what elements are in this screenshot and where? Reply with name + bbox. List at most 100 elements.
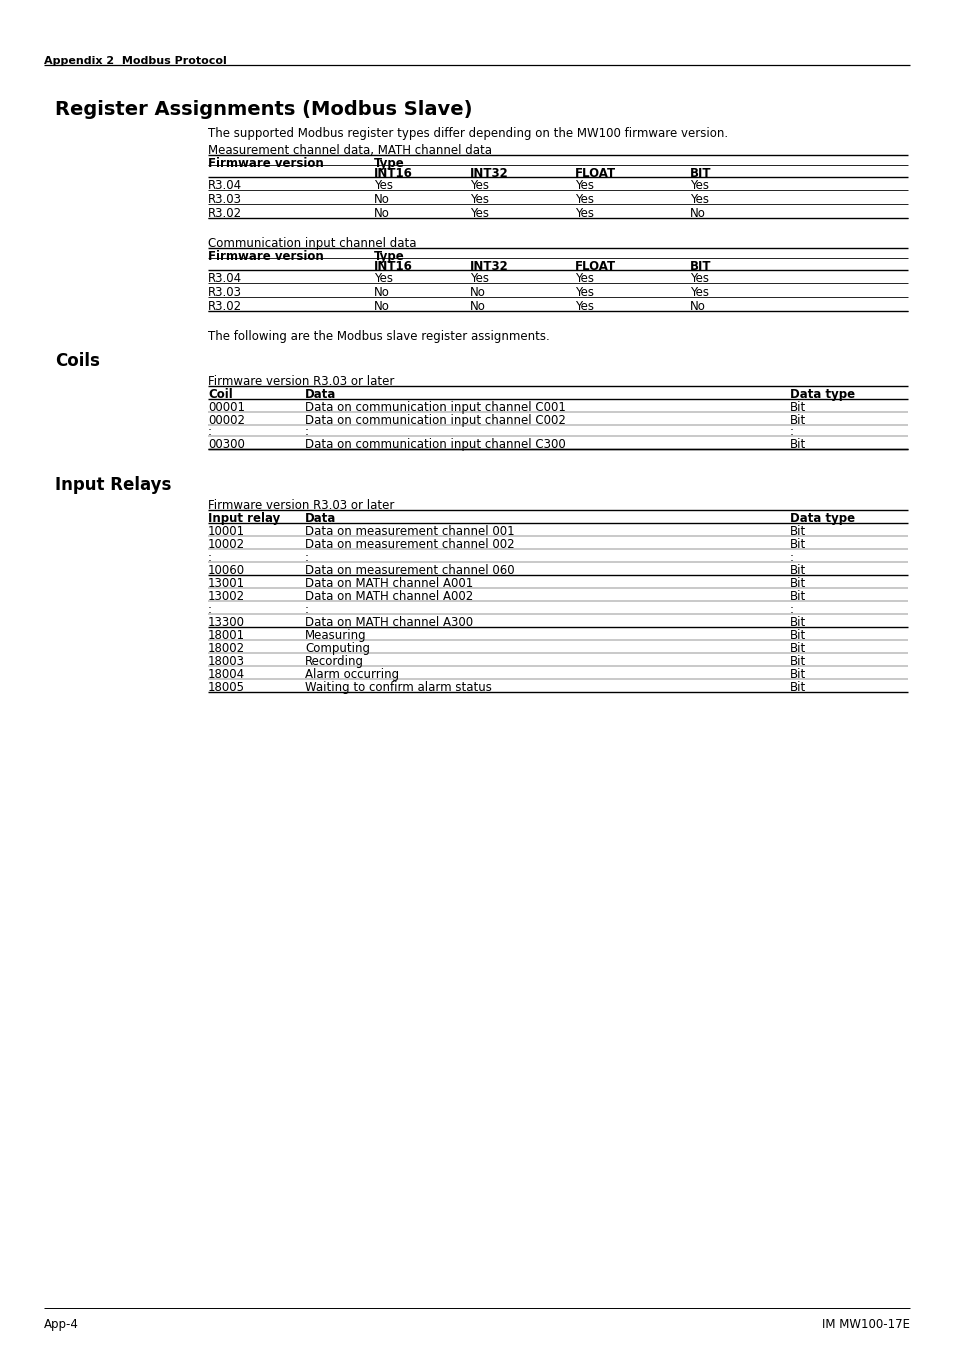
Text: Data on MATH channel A001: Data on MATH channel A001 (305, 576, 473, 590)
Text: Bit: Bit (789, 590, 805, 603)
Text: No: No (374, 193, 390, 207)
Text: Measurement channel data, MATH channel data: Measurement channel data, MATH channel d… (208, 144, 492, 157)
Text: Bit: Bit (789, 655, 805, 668)
Text: Data on communication input channel C001: Data on communication input channel C001 (305, 401, 565, 414)
Text: Input relay: Input relay (208, 512, 280, 525)
Text: Bit: Bit (789, 680, 805, 694)
Text: No: No (470, 300, 485, 313)
Text: Computing: Computing (305, 643, 370, 655)
Text: INT16: INT16 (374, 261, 413, 273)
Text: Data: Data (305, 387, 336, 401)
Text: Data on measurement channel 060: Data on measurement channel 060 (305, 564, 514, 576)
Text: Waiting to confirm alarm status: Waiting to confirm alarm status (305, 680, 492, 694)
Text: FLOAT: FLOAT (575, 167, 616, 180)
Text: Bit: Bit (789, 576, 805, 590)
Text: Yes: Yes (470, 193, 489, 207)
Text: BIT: BIT (689, 261, 711, 273)
Text: :: : (208, 551, 212, 564)
Text: Appendix 2  Modbus Protocol: Appendix 2 Modbus Protocol (44, 55, 227, 66)
Text: 18003: 18003 (208, 655, 245, 668)
Text: Bit: Bit (789, 525, 805, 539)
Text: 10060: 10060 (208, 564, 245, 576)
Text: 18002: 18002 (208, 643, 245, 655)
Text: :: : (208, 603, 212, 616)
Text: Yes: Yes (374, 271, 393, 285)
Text: Recording: Recording (305, 655, 364, 668)
Text: Bit: Bit (789, 643, 805, 655)
Text: No: No (374, 207, 390, 220)
Text: 00300: 00300 (208, 437, 245, 451)
Text: Communication input channel data: Communication input channel data (208, 238, 416, 250)
Text: Yes: Yes (575, 300, 594, 313)
Text: 13300: 13300 (208, 616, 245, 629)
Text: Yes: Yes (470, 207, 489, 220)
Text: The following are the Modbus slave register assignments.: The following are the Modbus slave regis… (208, 329, 549, 343)
Text: Data on communication input channel C002: Data on communication input channel C002 (305, 414, 565, 427)
Text: R3.03: R3.03 (208, 286, 242, 298)
Text: Yes: Yes (575, 180, 594, 192)
Text: :: : (789, 425, 793, 437)
Text: R3.04: R3.04 (208, 180, 242, 192)
Text: Register Assignments (Modbus Slave): Register Assignments (Modbus Slave) (55, 100, 472, 119)
Text: Yes: Yes (575, 207, 594, 220)
Text: Bit: Bit (789, 437, 805, 451)
Text: Yes: Yes (689, 193, 708, 207)
Text: R3.03: R3.03 (208, 193, 242, 207)
Text: :: : (208, 425, 212, 437)
Text: Input Relays: Input Relays (55, 477, 172, 494)
Text: Bit: Bit (789, 414, 805, 427)
Text: Data type: Data type (789, 512, 854, 525)
Text: :: : (305, 603, 309, 616)
Text: Type: Type (374, 157, 404, 170)
Text: Data on measurement channel 001: Data on measurement channel 001 (305, 525, 514, 539)
Text: Data on MATH channel A002: Data on MATH channel A002 (305, 590, 473, 603)
Text: Yes: Yes (689, 180, 708, 192)
Text: Data type: Data type (789, 387, 854, 401)
Text: Firmware version: Firmware version (208, 250, 323, 263)
Text: Bit: Bit (789, 668, 805, 680)
Text: R3.02: R3.02 (208, 207, 242, 220)
Text: No: No (689, 207, 705, 220)
Text: Yes: Yes (575, 286, 594, 298)
Text: Yes: Yes (575, 271, 594, 285)
Text: 13001: 13001 (208, 576, 245, 590)
Text: Data on communication input channel C300: Data on communication input channel C300 (305, 437, 565, 451)
Text: FLOAT: FLOAT (575, 261, 616, 273)
Text: Firmware version: Firmware version (208, 157, 323, 170)
Text: INT32: INT32 (470, 167, 508, 180)
Text: Yes: Yes (374, 180, 393, 192)
Text: Coils: Coils (55, 352, 100, 370)
Text: 18001: 18001 (208, 629, 245, 643)
Text: BIT: BIT (689, 167, 711, 180)
Text: R3.02: R3.02 (208, 300, 242, 313)
Text: Firmware version R3.03 or later: Firmware version R3.03 or later (208, 500, 394, 512)
Text: INT16: INT16 (374, 167, 413, 180)
Text: IM MW100-17E: IM MW100-17E (821, 1318, 909, 1331)
Text: Yes: Yes (470, 271, 489, 285)
Text: Yes: Yes (470, 180, 489, 192)
Text: Yes: Yes (689, 271, 708, 285)
Text: Bit: Bit (789, 564, 805, 576)
Text: 10001: 10001 (208, 525, 245, 539)
Text: No: No (470, 286, 485, 298)
Text: Alarm occurring: Alarm occurring (305, 668, 398, 680)
Text: R3.04: R3.04 (208, 271, 242, 285)
Text: No: No (689, 300, 705, 313)
Text: The supported Modbus register types differ depending on the MW100 firmware versi: The supported Modbus register types diff… (208, 127, 727, 140)
Text: :: : (305, 551, 309, 564)
Text: App-4: App-4 (44, 1318, 79, 1331)
Text: Firmware version R3.03 or later: Firmware version R3.03 or later (208, 375, 394, 387)
Text: No: No (374, 300, 390, 313)
Text: No: No (374, 286, 390, 298)
Text: Measuring: Measuring (305, 629, 366, 643)
Text: Yes: Yes (689, 286, 708, 298)
Text: :: : (305, 425, 309, 437)
Text: Coil: Coil (208, 387, 233, 401)
Text: 00002: 00002 (208, 414, 245, 427)
Text: 10002: 10002 (208, 539, 245, 551)
Text: :: : (789, 603, 793, 616)
Text: Bit: Bit (789, 616, 805, 629)
Text: Bit: Bit (789, 629, 805, 643)
Text: Type: Type (374, 250, 404, 263)
Text: Bit: Bit (789, 401, 805, 414)
